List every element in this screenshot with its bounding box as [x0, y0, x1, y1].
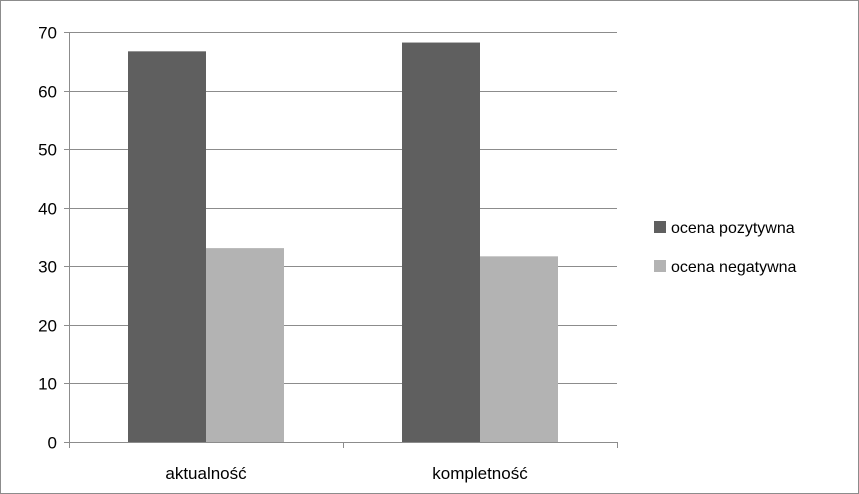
axes [64, 32, 618, 448]
y-tick-label: 20 [38, 317, 57, 336]
bar-ocena-pozytywna-1 [402, 42, 480, 443]
legend: ocena pozytywna ocena negatywna [654, 220, 797, 276]
y-tick-label: 50 [38, 141, 57, 160]
x-category-label: kompletność [432, 464, 528, 483]
bar-ocena-negatywna-1 [480, 256, 558, 442]
y-tick-label: 10 [38, 375, 57, 394]
y-tick-label: 70 [38, 24, 57, 43]
legend-label: ocena pozytywna [671, 220, 795, 237]
bar-ocena-pozytywna-0 [128, 51, 206, 442]
x-category-labels: aktualność kompletność [165, 464, 528, 483]
legend-swatch [654, 260, 666, 272]
y-tick-label: 40 [38, 200, 57, 219]
legend-label: ocena negatywna [671, 259, 797, 276]
y-tick-label: 30 [38, 258, 57, 277]
bars [128, 42, 558, 443]
y-tick-label: 0 [48, 434, 57, 453]
y-tick-label: 60 [38, 83, 57, 102]
y-tick-labels: 0 10 20 30 40 50 60 70 [38, 24, 57, 453]
legend-swatch [654, 221, 666, 233]
x-category-label: aktualność [165, 464, 247, 483]
bar-ocena-negatywna-0 [206, 248, 284, 442]
